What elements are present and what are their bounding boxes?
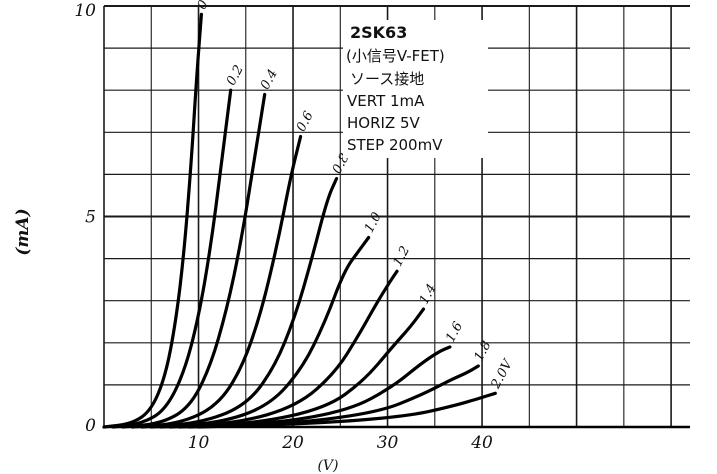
y-tick-label: 0 [85,416,96,436]
info-line-4: HORIZ 5V [347,114,421,132]
info-box: 2SK63 (小信号V-FET) ソース接地 VERT 1mA HORIZ 5V… [343,20,488,158]
curve-label: 2.0V [488,356,517,392]
x-tick-label: 20 [281,433,304,453]
curve-label: 1.6 [443,320,466,345]
curve-1-0 [149,235,371,429]
curve-1-8 [187,364,480,429]
curve-label: 1.4 [417,282,440,307]
curve-2-0V [196,391,497,429]
curve-label: 0.6 [294,109,317,134]
y-tick-label: 10 [74,1,96,21]
curve-label: 0.4 [258,67,281,92]
curve-1-4 [168,307,426,429]
info-line-1: (小信号V-FET) [346,47,445,65]
info-title: 2SK63 [350,23,407,42]
grid [103,5,690,429]
x-tick-label: 30 [377,433,399,453]
curve-0-6 [130,134,303,429]
info-line-5: STEP 200mV [347,136,443,154]
curve-1-6 [178,345,452,429]
info-line-3: VERT 1mA [347,92,425,110]
curve-1-2 [159,269,399,429]
curve-label: 0 [195,0,212,12]
curve-0 [102,12,203,429]
tick-labels: 10 20 30 40 0 5 10 [74,1,493,453]
curve-label: 0.2 [224,63,247,88]
curves [102,12,497,429]
curve-0-2 [111,88,233,429]
x-axis-label: (V) [317,458,338,474]
y-axis-label: (mA) [13,208,33,255]
curve-0-8 [140,177,339,429]
curve-label: 1.0 [362,210,385,235]
info-line-2: ソース接地 [350,70,424,88]
curve-label: 1.2 [390,244,413,269]
x-tick-label: 40 [470,433,493,453]
y-tick-label: 5 [85,208,96,228]
x-tick-label: 10 [188,433,210,453]
curve-0-4 [121,92,267,429]
